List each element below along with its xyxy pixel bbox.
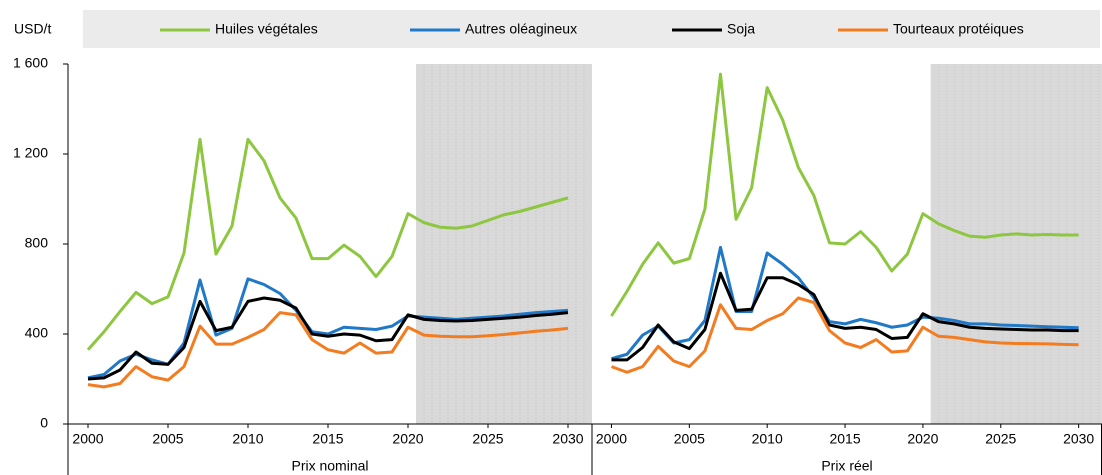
legend-label: Autres oléagineux bbox=[465, 21, 577, 37]
x-tick-label: 2015 bbox=[829, 431, 860, 447]
x-tick-label: 2000 bbox=[72, 431, 103, 447]
projection-shade bbox=[930, 64, 1102, 424]
x-tick-label: 2030 bbox=[552, 431, 583, 447]
y-tick-label: 0 bbox=[40, 415, 48, 431]
y-tick-label: 400 bbox=[25, 325, 49, 341]
legend-box bbox=[83, 10, 1100, 48]
x-tick-label: 2005 bbox=[674, 431, 705, 447]
y-tick-label: 1 200 bbox=[13, 145, 48, 161]
series-line bbox=[610, 296, 1079, 374]
x-axis-label: Prix réel bbox=[821, 458, 872, 474]
legend-label: Soja bbox=[727, 21, 755, 37]
x-tick-label: 2025 bbox=[472, 431, 503, 447]
y-tick-label: 1 600 bbox=[13, 55, 48, 71]
x-tick-label: 2030 bbox=[1063, 431, 1094, 447]
x-tick-label: 2010 bbox=[232, 431, 263, 447]
series-line bbox=[611, 271, 1079, 362]
series-line bbox=[610, 72, 1079, 317]
legend-label: Huiles végétales bbox=[215, 21, 318, 37]
x-tick-label: 2020 bbox=[907, 431, 938, 447]
x-tick-label: 2010 bbox=[752, 431, 783, 447]
series-line bbox=[87, 311, 569, 389]
y-tick-label: 800 bbox=[25, 235, 49, 251]
y-axis-label: USD/t bbox=[14, 21, 51, 37]
x-axis-label: Prix nominal bbox=[291, 458, 368, 474]
x-tick-label: 2015 bbox=[312, 431, 343, 447]
x-tick-label: 2025 bbox=[985, 431, 1016, 447]
series-line bbox=[86, 137, 569, 351]
legend-label: Tourteaux protéiques bbox=[893, 21, 1024, 37]
x-tick-label: 2000 bbox=[596, 431, 627, 447]
series-line bbox=[87, 296, 569, 381]
x-tick-label: 2005 bbox=[152, 431, 183, 447]
x-tick-label: 2020 bbox=[392, 431, 423, 447]
series-line bbox=[611, 245, 1079, 361]
